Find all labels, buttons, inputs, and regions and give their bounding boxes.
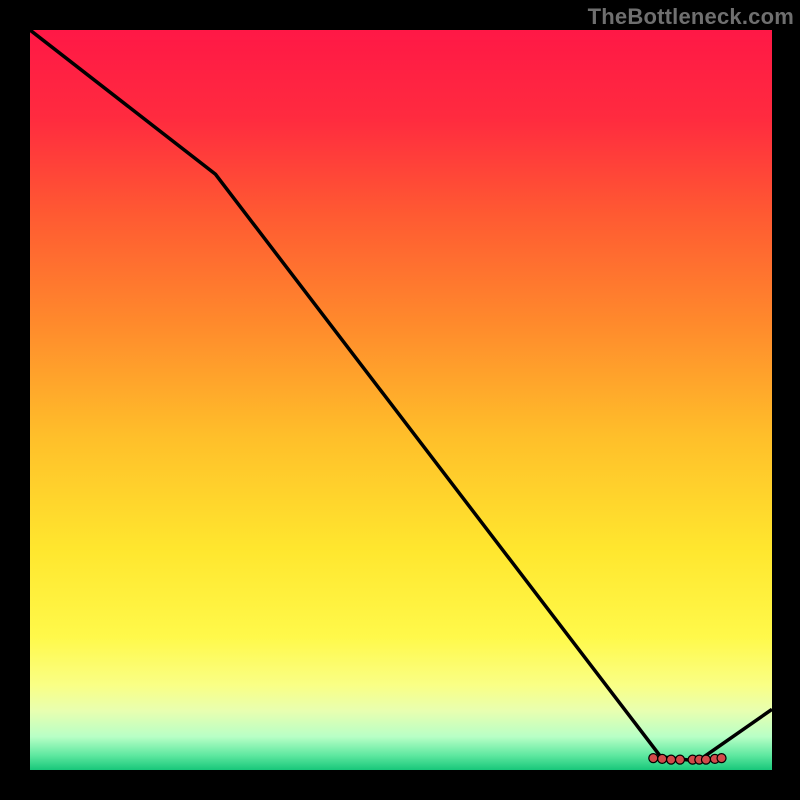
watermark-label: TheBottleneck.com	[588, 4, 794, 30]
chart-stage: TheBottleneck.com	[0, 0, 800, 800]
plot-area	[30, 30, 772, 770]
series-markers	[30, 30, 772, 770]
